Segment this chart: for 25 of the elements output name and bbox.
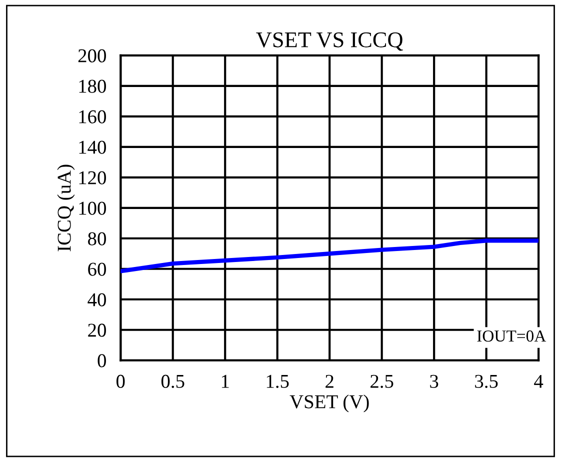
- y-tick-label: 20: [88, 324, 106, 337]
- line-series: [120, 238, 539, 274]
- x-tick-label: 2: [326, 374, 334, 388]
- x-axis-title: VSET (V): [290, 394, 369, 412]
- y-tick-label: 60: [88, 262, 106, 276]
- y-tick-label: 100: [79, 202, 106, 215]
- y-tick-label: 160: [79, 110, 106, 124]
- y-tick-label: 140: [79, 140, 106, 154]
- annotation: IOUT=0A: [477, 330, 546, 342]
- x-tick-label: 3.5: [475, 374, 498, 388]
- chart-title: VSET VS ICCQ: [256, 32, 403, 51]
- x-tick-label: 2.5: [370, 374, 394, 388]
- y-axis-title: ICCQ (uA): [57, 164, 75, 252]
- y-tick-label: 180: [79, 80, 106, 93]
- y-tick-label: 40: [88, 293, 106, 306]
- x-tick-label: 0.5: [161, 374, 184, 388]
- x-tick-label: 4: [534, 374, 544, 388]
- y-tick-label: 80: [88, 232, 106, 246]
- y-tick-label: 120: [79, 171, 106, 184]
- y-tick-label: 0: [98, 354, 106, 368]
- x-tick-label: 1.5: [266, 374, 289, 388]
- x-tick-label: 0: [116, 374, 125, 388]
- x-tick-label: 1: [222, 374, 229, 388]
- y-tick-label: 200: [78, 49, 106, 62]
- x-tick-label: 3: [430, 374, 438, 388]
